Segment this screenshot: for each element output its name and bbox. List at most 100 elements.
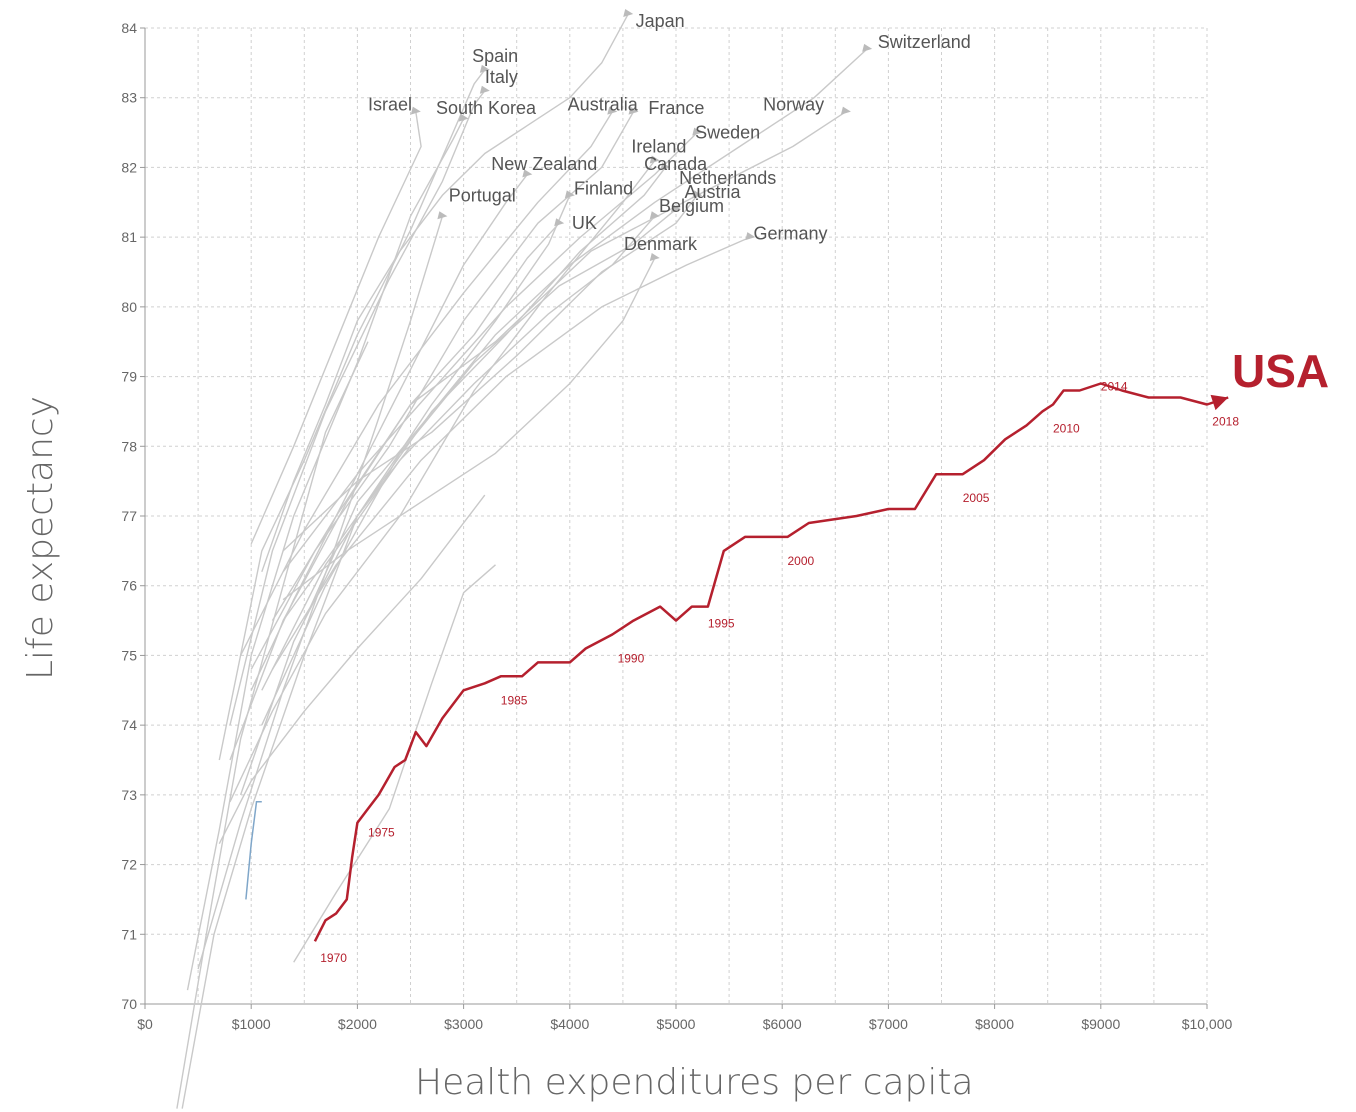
usa-line: 1970 1975 1985 1990 1995 2000 2005 2010 2014 2018 — [313, 380, 1239, 965]
country-label: New Zealand — [491, 154, 597, 174]
x-tick-label: $0 — [137, 1016, 153, 1032]
usa-year-label: 2010 — [1053, 421, 1080, 435]
series-arrowhead — [745, 232, 756, 241]
country-label: Israel — [368, 95, 412, 115]
series-line-italy — [229, 90, 486, 726]
y-tick-label: 76 — [121, 578, 137, 594]
country-label: South Korea — [436, 98, 537, 118]
country-label: Australia — [568, 95, 639, 115]
y-tick-label: 70 — [121, 996, 137, 1012]
series-arrowhead — [649, 211, 660, 220]
y-axis-title: Life expectancy — [20, 395, 61, 680]
country-label: Norway — [763, 95, 824, 115]
y-tick-label: 72 — [121, 857, 137, 873]
usa-year-label: 1990 — [618, 651, 645, 665]
series-line-japan — [261, 13, 629, 573]
country-label: Ireland — [631, 137, 686, 157]
x-tick-label: $4000 — [550, 1016, 589, 1032]
usa-year-label: 2000 — [788, 554, 815, 568]
grid-lines — [144, 27, 1208, 1005]
series-arrowhead — [660, 162, 671, 171]
series-arrowhead — [628, 106, 639, 115]
country-label: Austria — [684, 182, 741, 202]
usa-series-line — [313, 382, 1229, 942]
series-arrowhead — [862, 43, 873, 52]
country-label: Switzerland — [878, 32, 971, 52]
series-arrowhead — [692, 190, 703, 199]
series-arrowhead — [671, 204, 681, 213]
usa-year-label: 1985 — [501, 693, 528, 707]
y-tick-label: 75 — [121, 647, 137, 663]
x-tick-label: $8000 — [975, 1016, 1014, 1032]
series-line-finland — [239, 195, 571, 796]
series-arrowhead — [692, 127, 703, 136]
series-line-south-korea — [186, 118, 465, 991]
series-arrowhead — [458, 113, 469, 122]
series-arrowhead — [623, 9, 634, 18]
x-tick-label: $7000 — [869, 1016, 908, 1032]
usa-year-label: 1995 — [708, 617, 735, 631]
y-tick-label: 78 — [121, 438, 137, 454]
usa-arrowhead — [1210, 394, 1229, 411]
country-label: Belgium — [659, 196, 724, 216]
country-label: Sweden — [695, 123, 760, 143]
x-tick-label: $2000 — [338, 1016, 377, 1032]
x-axis-title: Health expenditures per capita — [415, 1062, 974, 1103]
country-label: Spain — [472, 46, 518, 66]
country-label: Finland — [574, 178, 633, 198]
x-tick-label: $5000 — [657, 1016, 696, 1032]
series-line-austria — [261, 208, 677, 726]
series-line-portugal — [197, 215, 444, 970]
series-arrowhead — [437, 211, 448, 220]
usa-year-label: 2018 — [1212, 414, 1239, 428]
y-tick-label: 74 — [121, 717, 137, 733]
y-tick-label: 83 — [121, 90, 137, 106]
x-tick-label: $3000 — [444, 1016, 483, 1032]
series-arrowhead — [564, 190, 575, 199]
x-tick-label: $9000 — [1081, 1016, 1120, 1032]
y-tick-label: 79 — [121, 369, 137, 385]
y-tick-label: 80 — [121, 299, 137, 315]
y-tick-label: 77 — [121, 508, 137, 524]
series-arrowhead — [554, 218, 565, 227]
series-line-switzerland — [303, 48, 868, 621]
country-lines — [176, 9, 873, 1109]
y-tick-label: 82 — [121, 159, 137, 175]
series-line-unlabeled — [176, 341, 369, 1109]
series-line-uk — [229, 222, 560, 761]
series-arrowhead — [479, 64, 490, 73]
country-label: Japan — [636, 11, 685, 31]
usa-series-label: USA — [1232, 345, 1330, 397]
series-arrowhead — [410, 106, 421, 115]
series-line-belgium — [261, 215, 656, 691]
y-tick-label: 71 — [121, 926, 137, 942]
country-label: Canada — [644, 154, 708, 174]
country-label: Portugal — [449, 185, 516, 205]
series-line-germany — [271, 236, 751, 670]
usa-year-label: 2014 — [1101, 380, 1128, 394]
x-tick-label: $10,000 — [1182, 1016, 1233, 1032]
series-line-israel — [250, 111, 422, 545]
series-arrowhead — [840, 106, 851, 115]
series-line-australia — [239, 111, 613, 656]
series-arrowhead — [479, 85, 490, 94]
axes: 70 71 72 73 74 75 76 77 78 79 80 81 82 83 84 $0 $1000 $20… — [121, 20, 1232, 1032]
y-tick-label: 84 — [121, 20, 137, 36]
series-line-unlabeled — [218, 494, 486, 845]
country-label: UK — [572, 213, 597, 233]
country-label: Denmark — [624, 234, 698, 254]
blue-series-line — [245, 801, 262, 900]
series-line-norway — [271, 111, 847, 621]
country-label: Netherlands — [679, 168, 776, 188]
series-line-spain — [218, 69, 486, 761]
series-arrowhead — [649, 155, 660, 164]
series-line-unlabeled — [293, 564, 496, 963]
series-line-unlabeled — [181, 445, 412, 1109]
series-arrowhead — [522, 169, 533, 178]
country-label: France — [648, 98, 704, 118]
usa-year-label: 1975 — [368, 826, 395, 840]
x-tick-label: $6000 — [763, 1016, 802, 1032]
usa-year-label: 1970 — [320, 951, 347, 965]
